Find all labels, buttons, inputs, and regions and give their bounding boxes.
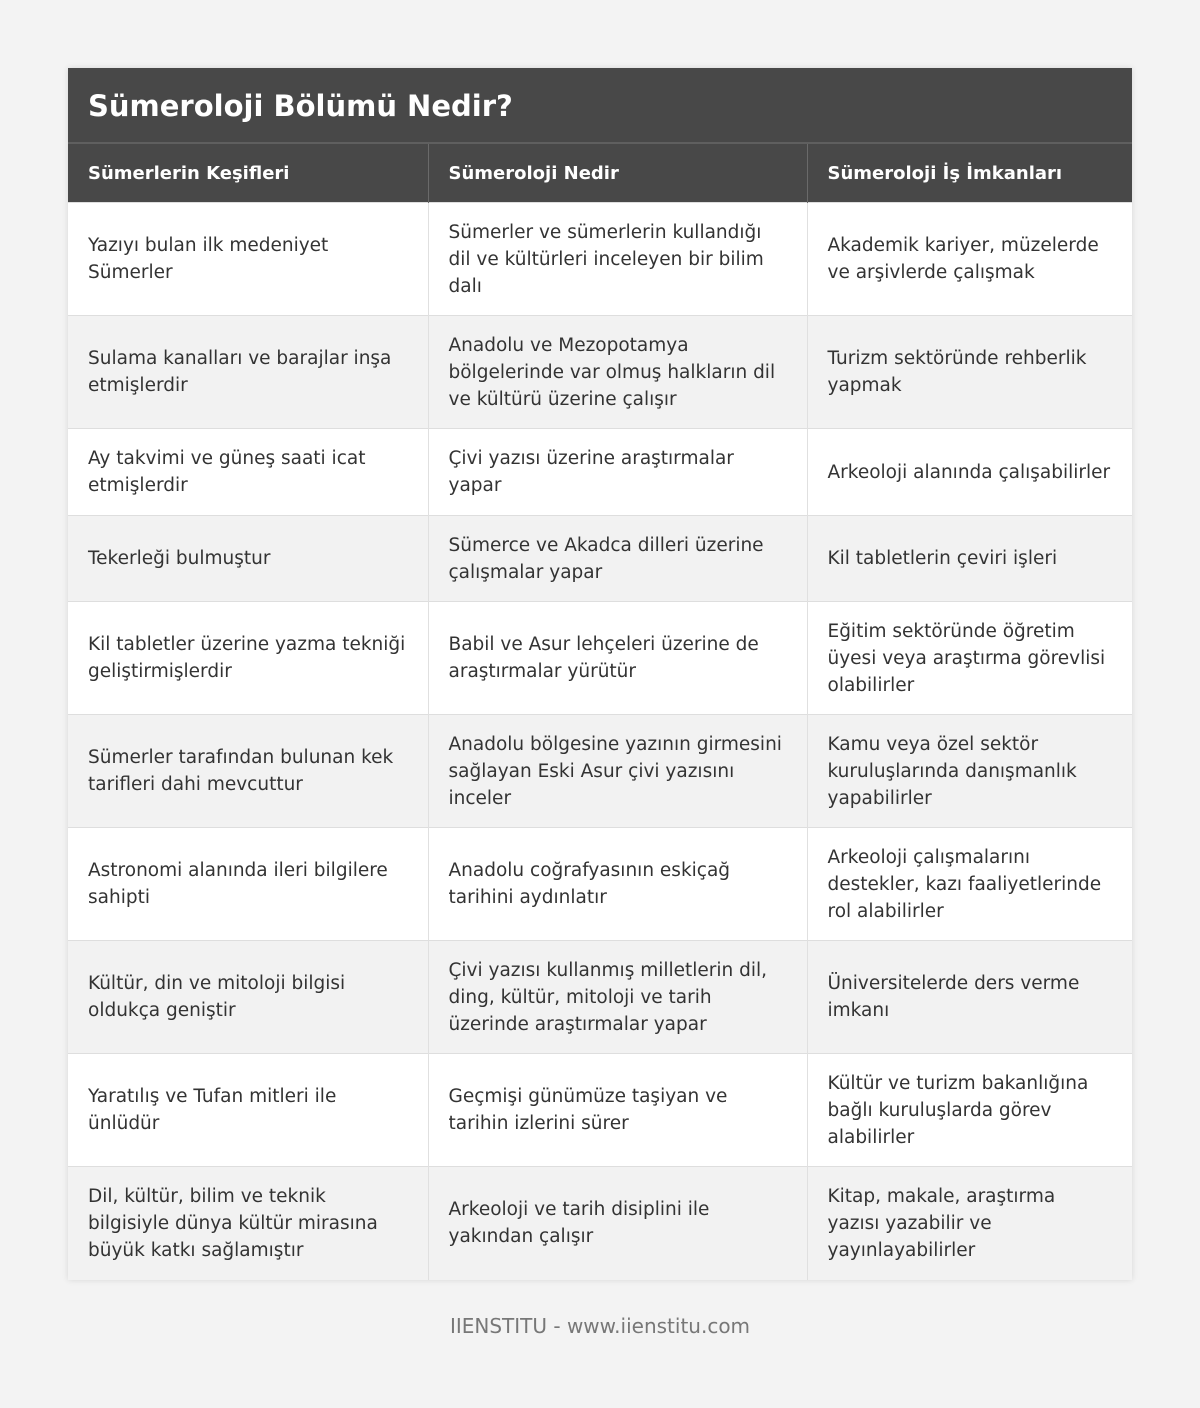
table-cell: Arkeoloji çalışmalarını destekler, kazı … xyxy=(807,827,1132,941)
footer-credit: IIENSTITU - www.iienstitu.com xyxy=(449,1314,751,1338)
table-row: Astronomi alanında ileri bilgilere sahip… xyxy=(68,827,1132,941)
table-card: Sümeroloji Bölümü Nedir? Sümerlerin Keşi… xyxy=(68,68,1132,1280)
table-cell: Akademik kariyer, müzelerde ve arşivlerd… xyxy=(807,202,1132,316)
table-cell: Ay takvimi ve güneş saati icat etmişlerd… xyxy=(68,428,429,516)
table-row: Kil tabletler üzerine yazma tekniği geli… xyxy=(68,601,1132,715)
table-cell: Sümerler ve sümerlerin kullandığı dil ve… xyxy=(428,202,808,316)
table-cell: Anadolu coğrafyasının eskiçağ tarihini a… xyxy=(428,827,808,941)
page-title: Sümeroloji Bölümü Nedir? xyxy=(68,68,1132,144)
column-header: Sümerlerin Keşifleri xyxy=(68,144,429,203)
table-cell: Kültür ve turizm bakanlığına bağlı kurul… xyxy=(807,1053,1132,1167)
table-row: Kültür, din ve mitoloji bilgisi oldukça … xyxy=(68,940,1132,1054)
table-cell: Sulama kanalları ve barajlar inşa etmişl… xyxy=(68,315,429,429)
header-row: Sümerlerin Keşifleri Sümeroloji Nedir Sü… xyxy=(68,144,1132,203)
column-header: Sümeroloji İş İmkanları xyxy=(807,144,1132,203)
table-cell: Kültür, din ve mitoloji bilgisi oldukça … xyxy=(68,940,429,1054)
table-cell: Dil, kültür, bilim ve teknik bilgisiyle … xyxy=(68,1166,429,1280)
table-cell: Yazıyı bulan ilk medeniyet Sümerler xyxy=(68,202,429,316)
table-row: Sulama kanalları ve barajlar inşa etmişl… xyxy=(68,315,1132,429)
table-cell: Astronomi alanında ileri bilgilere sahip… xyxy=(68,827,429,941)
table-cell: Geçmişi günümüze taşiyan ve tarihin izle… xyxy=(428,1053,808,1167)
table-cell: Eğitim sektöründe öğretim üyesi veya ara… xyxy=(807,601,1132,715)
table-cell: Kil tabletlerin çeviri işleri xyxy=(807,515,1132,602)
table-cell: Kitap, makale, araştırma yazısı yazabili… xyxy=(807,1166,1132,1280)
table-cell: Yaratılış ve Tufan mitleri ile ünlüdür xyxy=(68,1053,429,1167)
table-cell: Turizm sektöründe rehberlik yapmak xyxy=(807,315,1132,429)
table-cell: Sümerce ve Akadca dilleri üzerine çalışm… xyxy=(428,515,808,602)
table-row: Yaratılış ve Tufan mitleri ile ünlüdür Ge… xyxy=(68,1053,1132,1167)
column-header: Sümeroloji Nedir xyxy=(428,144,808,203)
table-cell: Üniversitelerde ders verme imkanı xyxy=(807,940,1132,1054)
table-row: Yazıyı bulan ilk medeniyet Sümerler Sümer… xyxy=(68,202,1132,316)
table-cell: Tekerleği bulmuştur xyxy=(68,515,429,602)
table-row: Tekerleği bulmuştur Sümerce ve Akadca dil… xyxy=(68,515,1132,602)
table-cell: Çivi yazısı üzerine araştırmalar yapar xyxy=(428,428,808,516)
table-row: Dil, kültür, bilim ve teknik bilgisiyle … xyxy=(68,1166,1132,1280)
table-cell: Anadolu bölgesine yazının girmesini sağl… xyxy=(428,714,808,828)
table-cell: Arkeoloji ve tarih disiplini ile yakında… xyxy=(428,1166,808,1280)
table-cell: Kil tabletler üzerine yazma tekniği geli… xyxy=(68,601,429,715)
table-row: Ay takvimi ve güneş saati icat etmişlerd… xyxy=(68,428,1132,516)
table-cell: Sümerler tarafından bulunan kek tarifler… xyxy=(68,714,429,828)
table-cell: Kamu veya özel sektör kuruluşlarında dan… xyxy=(807,714,1132,828)
table-cell: Anadolu ve Mezopotamya bölgelerinde var … xyxy=(428,315,808,429)
table-cell: Babil ve Asur lehçeleri üzerine de araşt… xyxy=(428,601,808,715)
table-row: Sümerler tarafından bulunan kek tarifler… xyxy=(68,714,1132,828)
table-cell: Arkeoloji alanında çalışabilirler xyxy=(807,428,1132,516)
data-table: Sümerlerin Keşifleri Sümeroloji Nedir Sü… xyxy=(68,144,1132,1280)
table-cell: Çivi yazısı kullanmış milletlerin dil, d… xyxy=(428,940,808,1054)
